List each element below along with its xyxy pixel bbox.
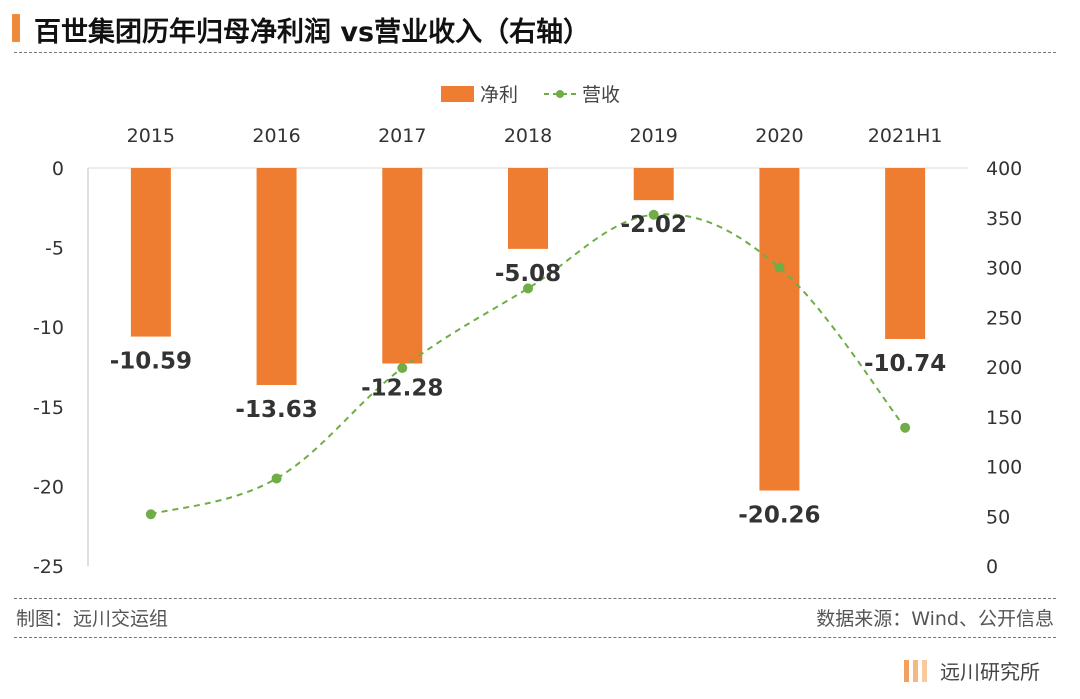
y-left-tick-label: -10 (33, 317, 64, 339)
y-right-tick-label: 200 (986, 357, 1022, 379)
x-tick-label: 2015 (127, 125, 175, 147)
y-right-tick-label: 300 (986, 258, 1022, 280)
y-right-tick-label: 400 (986, 158, 1022, 180)
chart-title: 百世集团历年归母净利润 vs营业收入（右轴） (34, 17, 591, 48)
revenue-point-2019 (648, 209, 659, 220)
x-tick-label: 2019 (630, 125, 678, 147)
revenue-point-2017 (397, 362, 408, 373)
bar-value-label: -12.28 (361, 375, 443, 401)
footer-divider-top (14, 598, 1056, 599)
bar-2019 (633, 168, 674, 201)
y-left-tick-label: -15 (33, 397, 64, 419)
x-tick-label: 2020 (755, 125, 803, 147)
bar-2018 (508, 168, 548, 249)
y-right-tick-label: 350 (986, 208, 1022, 230)
bar-2015 (130, 168, 171, 337)
x-tick-label: 2016 (252, 125, 300, 147)
brand-name: 远川研究所 (940, 660, 1040, 684)
y-right-tick-label: 150 (986, 407, 1022, 429)
bar-value-label: -5.08 (495, 261, 561, 287)
bar-value-label: -10.59 (110, 349, 192, 375)
footer-credit: 制图：远川交运组 (16, 608, 169, 630)
y-left-tick-label: 0 (52, 158, 64, 180)
legend-bar-swatch (441, 86, 474, 102)
brand-stripes-icon (904, 660, 927, 682)
x-tick-label: 2018 (504, 125, 552, 147)
y-left-tick-label: -20 (33, 476, 64, 498)
brand-logo: 远川研究所 (904, 656, 1054, 686)
y-left-tick-label: -25 (33, 556, 64, 578)
title-divider (14, 52, 1056, 53)
x-tick-label: 2017 (378, 125, 426, 147)
revenue-point-2016 (271, 473, 282, 484)
bar-value-label: -10.74 (864, 351, 946, 377)
legend-line-label: 营收 (582, 84, 620, 106)
y-right-tick-label: 50 (986, 506, 1010, 528)
revenue-point-2015 (145, 509, 156, 520)
footer-source: 数据来源：Wind、公开信息 (816, 608, 1054, 630)
title-accent-bar (12, 14, 20, 42)
y-left-tick-label: -5 (45, 238, 64, 260)
bar-2020 (759, 168, 800, 491)
bar-value-label: -20.26 (738, 503, 820, 529)
title-bar: 百世集团历年归母净利润 vs营业收入（右轴） (12, 6, 1057, 50)
bar-2017 (382, 168, 423, 364)
bar-value-label: -2.02 (621, 212, 687, 238)
bar-value-label: -13.63 (235, 397, 317, 423)
bar-2021H1 (885, 168, 926, 339)
y-right-tick-label: 100 (986, 457, 1022, 479)
footer-divider-bottom (14, 637, 1056, 638)
revenue-point-2021H1 (900, 422, 911, 433)
legend-bar-label: 净利 (480, 84, 518, 106)
x-tick-label: 2021H1 (868, 125, 943, 147)
legend-line-marker (556, 90, 564, 98)
y-right-tick-label: 250 (986, 307, 1022, 329)
bar-2016 (256, 168, 297, 385)
y-right-tick-label: 0 (986, 556, 998, 578)
revenue-point-2018 (523, 283, 533, 294)
revenue-point-2020 (774, 262, 785, 273)
